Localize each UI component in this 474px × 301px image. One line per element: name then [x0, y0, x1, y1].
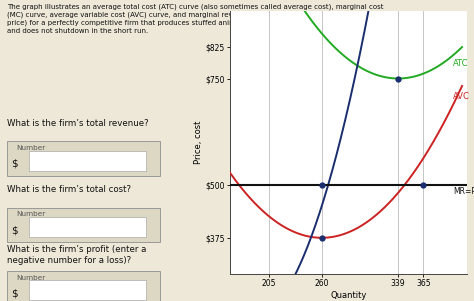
Text: Number: Number [16, 145, 45, 151]
Text: What is the firm’s profit (enter a
negative number for a loss)?: What is the firm’s profit (enter a negat… [7, 245, 146, 265]
Text: What is the firm’s total revenue?: What is the firm’s total revenue? [7, 119, 148, 128]
FancyBboxPatch shape [29, 280, 146, 300]
FancyBboxPatch shape [7, 141, 160, 176]
Y-axis label: Price, cost: Price, cost [194, 120, 203, 164]
FancyBboxPatch shape [29, 217, 146, 237]
Text: ATC: ATC [453, 59, 469, 68]
FancyBboxPatch shape [7, 208, 160, 242]
Text: Number: Number [16, 211, 45, 217]
Text: $: $ [11, 225, 18, 235]
Text: Number: Number [16, 275, 45, 281]
FancyBboxPatch shape [7, 271, 160, 301]
Text: AVC: AVC [453, 92, 470, 101]
Text: The graph illustrates an average total cost (ATC) curve (also sometimes called a: The graph illustrates an average total c… [7, 3, 395, 34]
Text: $: $ [11, 288, 18, 298]
FancyBboxPatch shape [29, 150, 146, 171]
X-axis label: Quantity: Quantity [330, 290, 366, 299]
Text: MR=P: MR=P [453, 187, 474, 196]
Text: What is the firm’s total cost?: What is the firm’s total cost? [7, 185, 131, 194]
Text: $: $ [11, 159, 18, 169]
